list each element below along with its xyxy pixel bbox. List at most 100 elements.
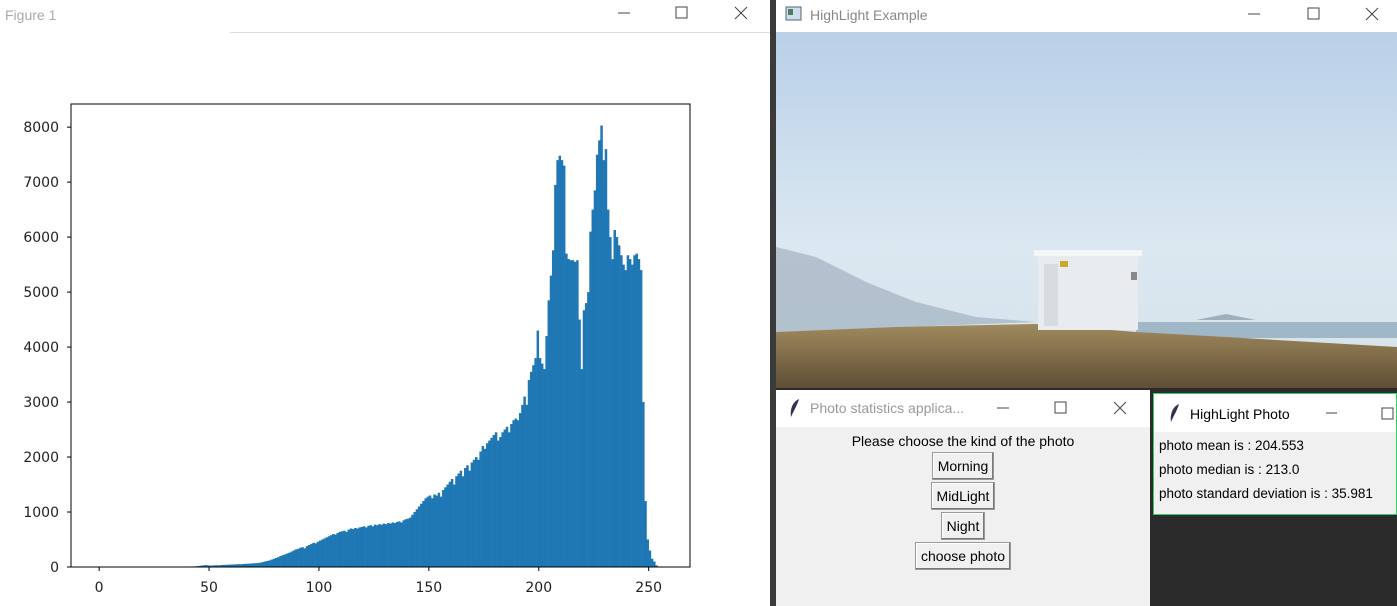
- bar: [464, 468, 467, 567]
- bar: [439, 496, 443, 567]
- bar: [606, 209, 610, 568]
- bar: [316, 541, 320, 567]
- bar: [470, 462, 474, 567]
- bar: [635, 253, 638, 567]
- bar: [481, 446, 485, 567]
- bar: [257, 562, 260, 567]
- x-tick-label: 150: [415, 580, 442, 596]
- bar: [494, 432, 498, 567]
- bar: [198, 565, 201, 567]
- bar: [420, 503, 423, 567]
- bar: [226, 564, 230, 567]
- bar: [431, 498, 434, 567]
- bar: [461, 476, 465, 567]
- bar: [507, 432, 511, 567]
- bar: [290, 551, 293, 567]
- bar: [305, 546, 309, 567]
- bar: [551, 250, 555, 567]
- bar: [215, 565, 219, 567]
- bar: [204, 565, 208, 567]
- bar: [589, 231, 592, 567]
- window-title: Figure 1: [5, 7, 57, 23]
- bar: [455, 476, 458, 567]
- bar: [402, 520, 405, 567]
- photo-kind-button[interactable]: Morning: [931, 452, 995, 480]
- bar: [505, 426, 509, 567]
- bar: [442, 490, 445, 567]
- bar: [523, 396, 526, 567]
- y-tick-label: 1000: [23, 505, 59, 521]
- bar: [479, 451, 482, 567]
- bar: [296, 548, 300, 567]
- bar: [646, 539, 649, 567]
- bar: [417, 506, 421, 567]
- bar: [650, 558, 654, 567]
- bar: [613, 229, 617, 567]
- bar: [362, 526, 366, 567]
- bar: [391, 522, 394, 567]
- bar: [622, 264, 625, 567]
- bar: [310, 543, 313, 567]
- bar: [497, 440, 500, 567]
- bar: [615, 237, 619, 567]
- bar: [642, 402, 645, 567]
- bar: [242, 563, 245, 567]
- window-controls[interactable]: [991, 390, 1150, 427]
- bar: [540, 363, 544, 567]
- bar: [270, 559, 274, 567]
- x-tick-label: 0: [95, 580, 104, 596]
- y-tick-label: 4000: [23, 340, 59, 356]
- bar: [224, 564, 227, 567]
- axes-frame: [70, 103, 691, 568]
- bar: [435, 495, 438, 567]
- bar: [611, 259, 614, 567]
- y-tick-label: 0: [50, 560, 59, 576]
- bar: [591, 209, 595, 568]
- bar: [259, 562, 263, 567]
- bar: [200, 565, 203, 567]
- bar: [202, 565, 205, 567]
- bar: [299, 547, 302, 567]
- photo-kind-button[interactable]: choose photo: [914, 542, 1012, 570]
- histogram-chart: 0 50 100 150 200 250 0 1000 2000 3000 4000 5000 6000…: [23, 103, 691, 596]
- bar: [415, 509, 419, 567]
- stat-line: photo median is : 213.0: [1159, 462, 1300, 477]
- bar: [422, 501, 425, 567]
- bar: [356, 528, 359, 567]
- bar: [274, 557, 278, 567]
- bar: [285, 553, 289, 567]
- bar: [633, 255, 636, 567]
- bar: [206, 565, 210, 567]
- window-controls[interactable]: [1236, 0, 1397, 32]
- bar: [367, 525, 370, 567]
- bar: [521, 404, 524, 567]
- bar: [371, 526, 375, 567]
- window-controls[interactable]: [1322, 394, 1397, 432]
- bar: [237, 564, 241, 567]
- bar: [228, 564, 232, 567]
- bar: [525, 404, 529, 567]
- bar: [567, 259, 570, 567]
- window-controls[interactable]: [600, 0, 770, 32]
- app-icon: [785, 6, 802, 21]
- bar: [602, 160, 606, 567]
- bar: [323, 538, 326, 567]
- bar: [644, 501, 647, 567]
- bar: [294, 549, 298, 567]
- bar: [334, 534, 337, 567]
- bar: [343, 530, 346, 567]
- bar: [376, 525, 379, 567]
- bar: [593, 190, 597, 567]
- bar: [233, 564, 236, 567]
- bar: [499, 437, 502, 567]
- photo-kind-button[interactable]: MidLight: [930, 482, 996, 510]
- bar: [450, 479, 454, 567]
- bar: [354, 527, 357, 567]
- bar: [329, 535, 333, 567]
- bar: [321, 539, 324, 567]
- bar: [626, 255, 630, 567]
- bar: [453, 484, 456, 567]
- photo-kind-button[interactable]: Night: [940, 512, 986, 540]
- bar: [516, 420, 520, 567]
